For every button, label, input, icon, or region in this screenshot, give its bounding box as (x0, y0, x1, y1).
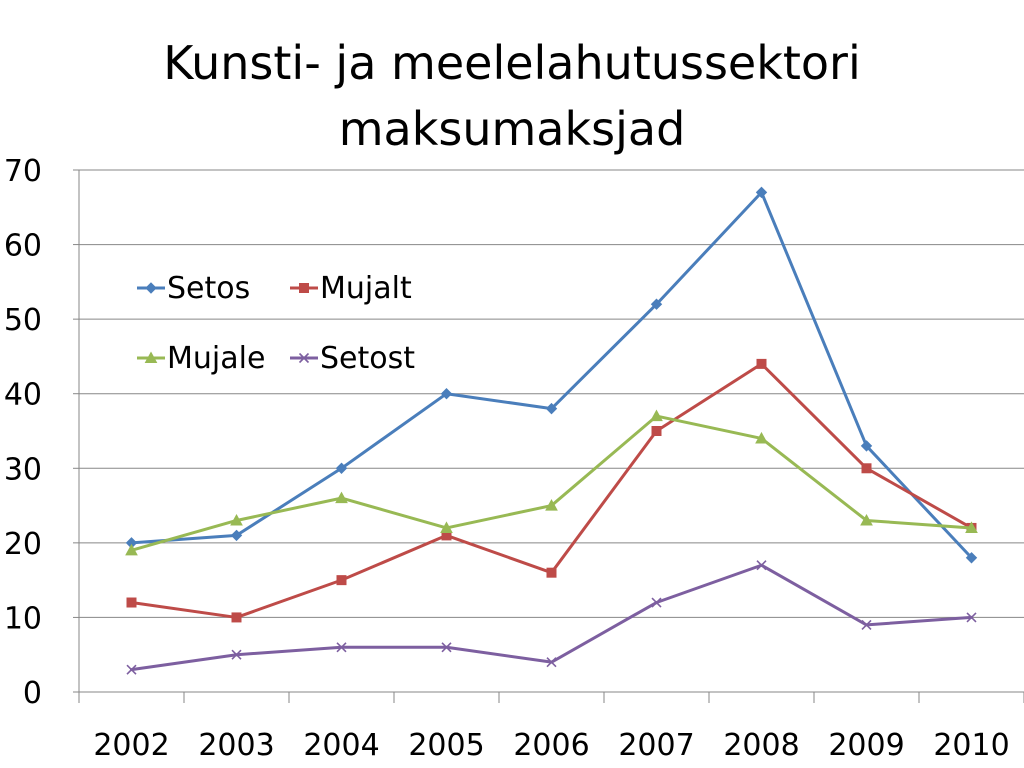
axes: 0 10 20 30 40 50 60 70 2002 2003 2004 2005 2006 2007 2… (4, 154, 1024, 763)
y-tick-label: 10 (4, 601, 42, 636)
data-point-diamond (230, 529, 243, 542)
legend-label: Mujale (167, 341, 265, 376)
data-point-triangle (545, 499, 558, 511)
data-point-diamond (860, 440, 873, 452)
data-point-x (651, 597, 662, 608)
data-point-x (966, 612, 977, 623)
chart-title-line-1: Kunsti- ja meelelahutussektori (163, 36, 861, 90)
chart-title-line-2: maksumaksjad (338, 102, 686, 156)
legend: Setos Mujalt Mujale Setost (137, 271, 415, 376)
x-tick-label: 2007 (618, 728, 694, 763)
legend-label: Setost (320, 341, 415, 376)
x-tick-label: 2010 (933, 728, 1009, 763)
data-point-x (756, 560, 767, 571)
data-point-square (546, 567, 557, 578)
chart-title: Kunsti- ja meelelahutussektori maksumaks… (0, 30, 1024, 162)
legend-item-setos: Setos (137, 271, 250, 306)
data-point-square (126, 597, 137, 608)
y-tick-label: 0 (23, 676, 42, 711)
data-point-diamond (545, 402, 558, 415)
data-point-x (546, 657, 557, 668)
data-point-x (126, 664, 137, 675)
data-point-triangle (144, 351, 158, 363)
x-tick-label: 2005 (408, 728, 484, 763)
y-tick-label: 20 (4, 527, 42, 562)
x-tick-label: 2009 (828, 728, 904, 763)
y-tick-label: 70 (4, 154, 42, 189)
series-setost (126, 560, 977, 675)
y-tick-label: 40 (4, 378, 42, 413)
legend-item-setost: Setost (290, 341, 415, 376)
data-point-diamond (650, 298, 663, 310)
data-point-triangle (335, 491, 348, 504)
data-point-triangle (650, 409, 663, 422)
data-point-x (298, 352, 310, 364)
legend-label: Mujalt (320, 271, 412, 306)
y-tick-label: 50 (4, 303, 42, 338)
series-line (130, 362, 973, 619)
data-point-triangle (440, 521, 453, 533)
series-mujale (125, 409, 978, 556)
data-point-x (231, 649, 242, 660)
data-point-square (231, 612, 242, 623)
series-line (130, 414, 973, 552)
legend-item-mujale: Mujale (137, 341, 265, 376)
data-point-x (861, 619, 872, 630)
data-point-triangle (755, 431, 768, 444)
data-point-triangle (965, 521, 978, 533)
data-point-triangle (125, 543, 138, 556)
y-tick-label: 30 (4, 452, 42, 487)
data-point-diamond (335, 462, 348, 474)
data-point-diamond (440, 388, 453, 400)
x-tick-label: 2004 (303, 728, 379, 763)
data-point-diamond (755, 186, 768, 199)
data-point-square (336, 575, 347, 586)
x-tick-label: 2002 (93, 728, 169, 763)
x-tick-label: 2008 (723, 728, 799, 763)
data-point-diamond (965, 552, 978, 564)
data-point-square (651, 426, 662, 436)
data-point-diamond (145, 282, 157, 294)
data-point-square (299, 283, 309, 293)
data-point-square (861, 463, 872, 474)
x-tick-label: 2003 (198, 728, 274, 763)
y-tick-label: 60 (4, 229, 42, 264)
series-lines (125, 186, 978, 675)
data-point-x (336, 642, 347, 653)
data-point-square (756, 358, 767, 369)
legend-item-mujalt: Mujalt (290, 271, 412, 306)
legend-label: Setos (167, 271, 250, 306)
gridlines (79, 169, 1024, 618)
series-mujalt (126, 358, 977, 623)
data-point-triangle (860, 513, 873, 526)
data-point-x (441, 642, 452, 653)
x-tick-label: 2006 (513, 728, 589, 763)
data-point-triangle (230, 513, 243, 526)
